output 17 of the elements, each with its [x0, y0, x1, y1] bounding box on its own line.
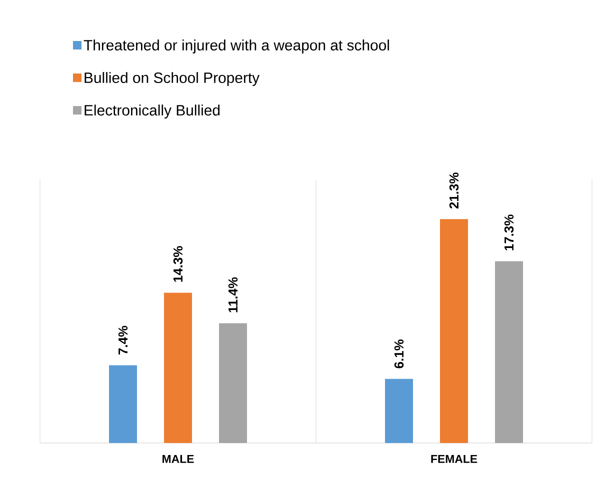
data-label: 11.4% [228, 277, 238, 312]
legend-label: Bullied on School Property [84, 72, 260, 86]
bar [385, 378, 414, 443]
bar [109, 365, 137, 443]
data-label: 7.4% [118, 326, 128, 354]
data-label: 17.3% [504, 214, 514, 250]
legend-label: Electronically Bullied [84, 104, 220, 119]
legend-label: Threatened or injured with a weapon at school [84, 40, 389, 54]
bar [219, 323, 248, 443]
x-tick-label: FEMALE [431, 455, 478, 463]
bar [440, 219, 468, 443]
x-tick-label: MALE [162, 455, 194, 463]
data-label: 21.3% [449, 172, 459, 209]
bar [495, 261, 524, 443]
data-label: 6.1% [394, 340, 404, 368]
bar [164, 292, 192, 443]
data-label: 14.3% [173, 246, 183, 282]
